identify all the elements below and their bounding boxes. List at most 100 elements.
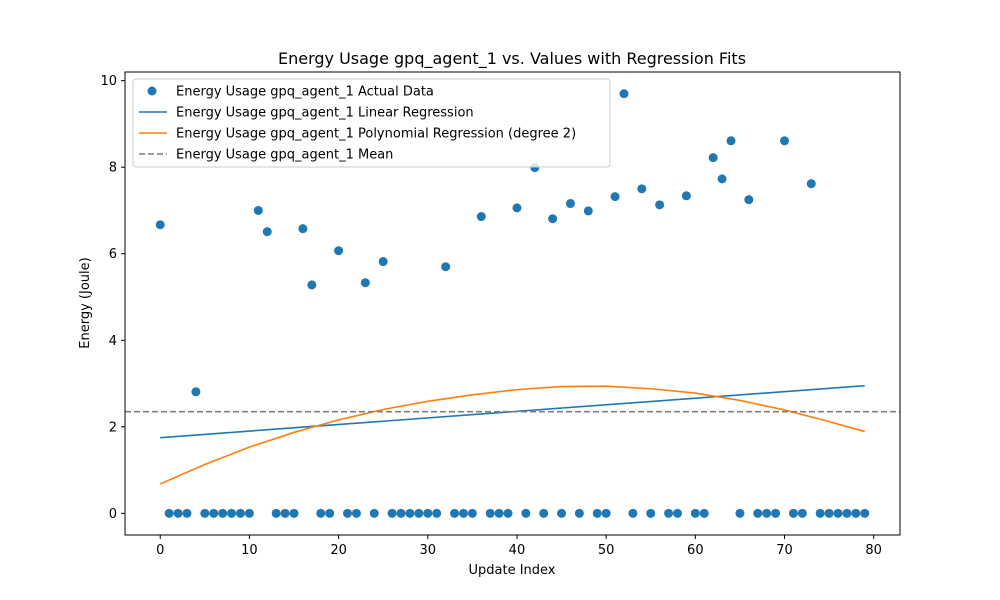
data-point bbox=[289, 508, 299, 518]
data-point bbox=[298, 224, 308, 234]
data-point bbox=[387, 508, 397, 518]
y-tick-label: 2 bbox=[109, 420, 117, 435]
data-point bbox=[360, 278, 370, 288]
data-point bbox=[788, 508, 798, 518]
data-point bbox=[432, 508, 442, 518]
data-point bbox=[441, 262, 451, 272]
data-point bbox=[637, 184, 647, 194]
x-axis: 0 10 20 30 40 50 60 70 80 bbox=[156, 535, 882, 558]
data-point bbox=[735, 508, 745, 518]
x-tick-label: 70 bbox=[776, 543, 793, 558]
legend-entry: Energy Usage gpq_agent_1 Polynomial Regr… bbox=[176, 127, 576, 142]
data-point bbox=[369, 508, 379, 518]
data-point bbox=[182, 508, 192, 518]
data-point bbox=[253, 205, 263, 215]
data-point bbox=[227, 508, 237, 518]
x-tick-label: 40 bbox=[509, 543, 526, 558]
y-axis-label: Energy (Joule) bbox=[78, 257, 93, 348]
data-point bbox=[173, 508, 183, 518]
data-point bbox=[583, 206, 593, 216]
data-point bbox=[601, 508, 611, 518]
x-tick-label: 10 bbox=[241, 543, 258, 558]
data-point bbox=[771, 508, 781, 518]
data-point bbox=[548, 214, 558, 224]
data-point bbox=[396, 508, 406, 518]
y-axis: 0 2 4 6 8 10 bbox=[100, 74, 125, 522]
data-point bbox=[351, 508, 361, 518]
x-tick-label: 30 bbox=[420, 543, 437, 558]
data-point bbox=[521, 508, 531, 518]
y-tick-label: 10 bbox=[100, 74, 117, 89]
data-point bbox=[503, 508, 513, 518]
y-tick-label: 0 bbox=[109, 507, 117, 522]
y-tick-label: 6 bbox=[109, 247, 117, 262]
data-point bbox=[690, 508, 700, 518]
x-tick-label: 50 bbox=[598, 543, 615, 558]
data-point bbox=[744, 195, 754, 205]
y-tick-label: 8 bbox=[109, 161, 117, 176]
data-point bbox=[681, 191, 691, 201]
data-point bbox=[646, 508, 656, 518]
polynomial-regression-line bbox=[159, 385, 865, 485]
data-point bbox=[271, 508, 281, 518]
legend: Energy Usage gpq_agent_1 Actual Data Ener… bbox=[132, 78, 611, 168]
legend-marker-scatter bbox=[147, 86, 157, 96]
data-point bbox=[664, 508, 674, 518]
data-point bbox=[343, 508, 353, 518]
chart-title: Energy Usage gpq_agent_1 vs. Values with… bbox=[278, 49, 746, 69]
data-point bbox=[833, 508, 843, 518]
data-point bbox=[200, 508, 210, 518]
data-point bbox=[191, 387, 201, 397]
data-point bbox=[485, 508, 495, 518]
data-point bbox=[628, 508, 638, 518]
data-point bbox=[610, 192, 620, 202]
data-point bbox=[450, 508, 460, 518]
data-point bbox=[155, 220, 165, 230]
plot-frame bbox=[124, 71, 901, 536]
data-point bbox=[842, 508, 852, 518]
data-point bbox=[280, 508, 290, 518]
data-point bbox=[762, 508, 772, 518]
data-point bbox=[512, 203, 522, 213]
data-point bbox=[753, 508, 763, 518]
data-point bbox=[717, 174, 727, 184]
legend-entry: Energy Usage gpq_agent_1 Linear Regressi… bbox=[176, 106, 474, 121]
plot-area bbox=[125, 89, 900, 518]
data-point bbox=[806, 179, 816, 189]
data-point bbox=[851, 508, 861, 518]
x-tick-label: 80 bbox=[865, 543, 882, 558]
x-tick-label: 0 bbox=[156, 543, 164, 558]
data-point bbox=[218, 508, 228, 518]
data-point bbox=[405, 508, 415, 518]
data-point bbox=[815, 508, 825, 518]
data-point bbox=[592, 508, 602, 518]
data-point bbox=[262, 227, 272, 237]
data-point bbox=[414, 508, 424, 518]
data-point bbox=[672, 508, 682, 518]
data-point bbox=[334, 246, 344, 256]
data-point bbox=[209, 508, 219, 518]
data-point bbox=[699, 508, 709, 518]
legend-box bbox=[132, 78, 611, 168]
data-point bbox=[726, 136, 736, 146]
data-point bbox=[235, 508, 245, 518]
y-tick-label: 4 bbox=[109, 334, 117, 349]
data-point bbox=[860, 508, 870, 518]
data-point bbox=[307, 280, 317, 290]
data-point bbox=[325, 508, 335, 518]
data-point bbox=[797, 508, 807, 518]
legend-entry: Energy Usage gpq_agent_1 Actual Data bbox=[176, 85, 434, 100]
data-point bbox=[423, 508, 433, 518]
data-point bbox=[476, 212, 486, 222]
data-point bbox=[824, 508, 834, 518]
data-point bbox=[494, 508, 504, 518]
data-point bbox=[458, 508, 468, 518]
legend-entry: Energy Usage gpq_agent_1 Mean bbox=[176, 148, 393, 163]
data-point bbox=[574, 508, 584, 518]
data-point bbox=[565, 199, 575, 209]
data-point bbox=[539, 508, 549, 518]
data-point bbox=[244, 508, 254, 518]
data-point bbox=[557, 508, 567, 518]
data-point bbox=[467, 508, 477, 518]
